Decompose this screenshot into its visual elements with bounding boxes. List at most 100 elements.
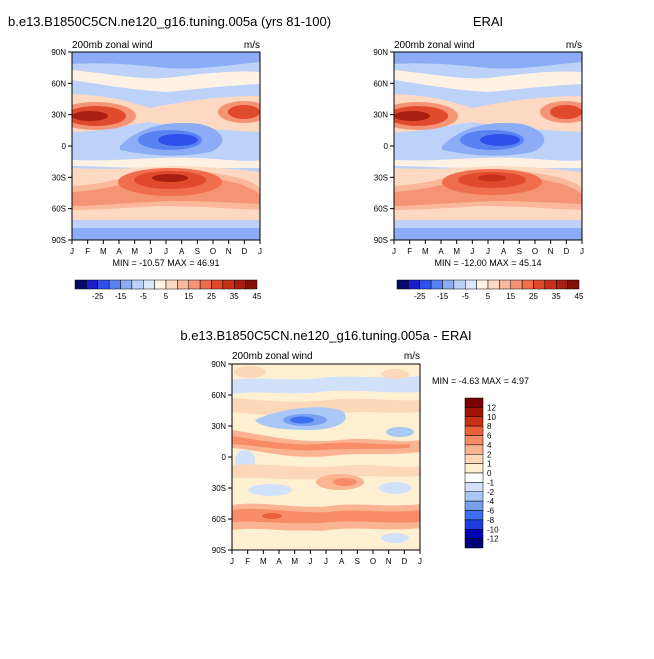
x-tick-label: J — [580, 247, 584, 256]
colorbar-swatch — [396, 279, 409, 290]
colorbar-label: 12 — [487, 403, 496, 412]
colorbar-swatch — [464, 463, 484, 474]
x-tick-label: M — [422, 247, 429, 256]
colorbar-label: -25 — [92, 292, 104, 301]
y-tick-label: 30S — [212, 484, 226, 493]
x-tick-label: M — [131, 247, 138, 256]
colorbar-swatch — [464, 482, 484, 492]
y-tick-label: 30S — [374, 173, 388, 182]
colorbar-swatch — [556, 279, 568, 290]
colorbar-swatch — [476, 279, 489, 290]
colorbar-label: 45 — [575, 292, 584, 301]
colorbar-label: 15 — [506, 292, 515, 301]
colorbar-swatch — [408, 279, 420, 290]
y-tick-label: 90N — [51, 48, 66, 57]
x-tick-label: A — [116, 247, 122, 256]
colorbar-swatch — [120, 279, 133, 290]
colorbar-swatch — [464, 538, 484, 549]
colorbar-swatch — [234, 279, 246, 290]
x-tick-label: J — [470, 247, 474, 256]
colorbar-swatch — [430, 279, 443, 290]
colorbar-swatch — [464, 472, 484, 483]
colorbar-swatch — [154, 279, 167, 290]
x-tick-label: D — [241, 247, 247, 256]
x-tick-label: S — [195, 247, 200, 256]
colorbar-label: 2 — [487, 450, 492, 459]
x-tick-label: O — [532, 247, 538, 256]
colorbar-swatch — [442, 279, 455, 290]
subtitle-left: 200mb zonal wind — [72, 40, 153, 51]
y-tick-label: 0 — [222, 453, 227, 462]
colorbar-swatch — [165, 279, 178, 290]
stats-label: MIN = -10.57 MAX = 46.91 — [112, 258, 219, 268]
contour-field — [232, 364, 420, 550]
colorbar-swatch — [464, 500, 484, 511]
x-tick-label: A — [179, 247, 185, 256]
colorbar-swatch — [464, 529, 484, 539]
colorbar-label: 45 — [253, 292, 262, 301]
x-tick-label: J — [392, 247, 396, 256]
difference-panel: b.e13.B1850C5CN.ne120_g16.tuning.005a - … — [180, 328, 529, 566]
colorbar-swatch — [464, 425, 484, 436]
colorbar-swatch — [567, 279, 580, 290]
x-tick-label: N — [226, 247, 232, 256]
colorbar-swatch — [464, 397, 484, 408]
colorbar-label: 25 — [529, 292, 538, 301]
colorbar-swatch — [188, 279, 201, 290]
colorbar-label: 6 — [487, 432, 492, 441]
colorbar-label: 0 — [487, 469, 492, 478]
x-tick-label: J — [324, 557, 328, 566]
stats-label: MIN = -12.00 MAX = 45.14 — [434, 258, 541, 268]
x-tick-label: J — [70, 247, 74, 256]
y-axis: 90N 60N 30N 0 30S 60S 90S — [51, 48, 72, 245]
x-tick-label: F — [245, 557, 250, 566]
x-tick-label: A — [339, 557, 345, 566]
x-tick-label: M — [453, 247, 460, 256]
model-panel: b.e13.B1850C5CN.ne120_g16.tuning.005a (y… — [8, 14, 331, 301]
colorbar: -25 -15 -5 5 15 25 35 45 — [74, 279, 262, 301]
colorbar-label: -15 — [115, 292, 127, 301]
x-tick-label: O — [370, 557, 376, 566]
colorbar-label: -6 — [487, 507, 495, 516]
colorbar-swatch — [222, 279, 235, 290]
colorbar-swatch — [464, 491, 484, 502]
x-tick-label: M — [260, 557, 267, 566]
colorbar-label: 10 — [487, 413, 496, 422]
reanalysis-panel: ERAI 200mb zonal wind m/s — [373, 14, 584, 301]
panel-title: b.e13.B1850C5CN.ne120_g16.tuning.005a - … — [180, 328, 471, 343]
colorbar-label: -4 — [487, 497, 495, 506]
x-tick-label: N — [548, 247, 554, 256]
colorbar-label: -1 — [487, 478, 495, 487]
colorbar-label: 5 — [164, 292, 169, 301]
x-tick-label: M — [291, 557, 298, 566]
colorbar-label: -25 — [414, 292, 426, 301]
x-tick-label: N — [386, 557, 392, 566]
y-tick-label: 60N — [373, 79, 388, 88]
y-tick-label: 60S — [374, 205, 388, 214]
colorbar-swatch — [510, 279, 523, 290]
x-tick-label: J — [164, 247, 168, 256]
colorbar-label: -8 — [487, 516, 495, 525]
y-tick-label: 0 — [62, 142, 67, 151]
x-tick-label: O — [210, 247, 216, 256]
colorbar-swatch — [97, 279, 110, 290]
y-tick-label: 90S — [212, 546, 226, 555]
y-tick-label: 30N — [211, 422, 226, 431]
colorbar-swatch — [245, 279, 258, 290]
x-tick-label: J — [418, 557, 422, 566]
colorbar-swatch — [86, 279, 98, 290]
colorbar-swatch — [465, 279, 477, 290]
x-tick-label: D — [563, 247, 569, 256]
colorbar-swatch — [453, 279, 466, 290]
y-tick-label: 60N — [51, 79, 66, 88]
subtitle-right: m/s — [404, 351, 420, 362]
colorbar-swatch — [464, 407, 484, 417]
y-tick-label: 60S — [52, 205, 66, 214]
y-tick-label: 60S — [212, 515, 226, 524]
y-tick-label: 90S — [374, 236, 388, 245]
y-axis: 90N 60N 30N 0 30S 60S 90S — [373, 48, 394, 245]
colorbar-swatch — [464, 416, 484, 427]
colorbar-label: 4 — [487, 441, 492, 450]
